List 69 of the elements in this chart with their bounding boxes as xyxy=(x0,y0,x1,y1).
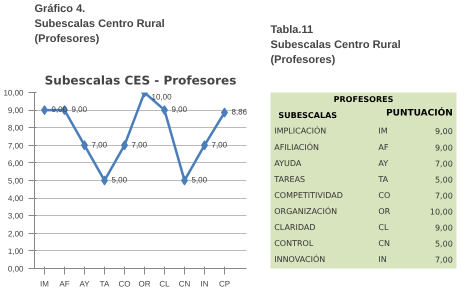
data-label: 7,00 xyxy=(92,140,108,150)
y-tick-label: 0,00 xyxy=(8,264,24,274)
data-label: 9,00 xyxy=(172,105,188,114)
text: (Profesores) xyxy=(34,33,100,45)
text: AFILIACIÓN xyxy=(274,142,320,152)
x-tick-label: IM xyxy=(40,280,50,288)
x-tick-label: IN xyxy=(200,280,209,288)
point xyxy=(101,176,108,186)
text: TAREAS xyxy=(273,174,306,184)
y-tick-label: 8,00 xyxy=(8,124,24,133)
text: (Profesores) xyxy=(270,54,336,66)
x-tick-label: OR xyxy=(138,280,151,288)
text: Tabla.11 xyxy=(270,24,314,36)
data-label: 5,00 xyxy=(192,176,208,184)
text: CL xyxy=(378,223,389,232)
y-tick-label: 10,00 xyxy=(3,88,24,98)
text: PROFESORES xyxy=(334,95,394,104)
y-tick-label: 2,00 xyxy=(8,229,24,238)
text: PUNTUACIÓN xyxy=(386,106,453,119)
x-tick-label: CP xyxy=(218,280,230,288)
x-tick-label: AF xyxy=(59,280,70,288)
text: IMPLICACIÓN xyxy=(274,126,326,136)
x-tick-label: CO xyxy=(118,280,130,288)
y-tick-label: 5,00 xyxy=(8,176,24,186)
data-label: 7,00 xyxy=(132,140,148,150)
text: CO xyxy=(378,190,390,200)
data-label: 10,00 xyxy=(152,92,172,102)
x-tick-label: CN xyxy=(178,280,190,288)
data-label: 9,00 xyxy=(72,105,88,114)
text: 5,00 xyxy=(434,175,453,184)
text: CONTROL xyxy=(274,239,314,248)
text: Gráfico 4. xyxy=(34,3,86,15)
x-tick-label: CL xyxy=(159,280,170,288)
y-tick-label: 1,00 xyxy=(8,246,24,256)
text: 7,00 xyxy=(434,256,453,265)
text: ORGANIZACIÓN xyxy=(274,206,338,216)
text: TA xyxy=(377,174,389,184)
text: CLARIDAD xyxy=(274,223,316,232)
y-tick-label: 3,00 xyxy=(8,212,24,221)
text: AYUDA xyxy=(274,158,302,168)
y-tick-label: 7,00 xyxy=(8,141,24,150)
text: Subescalas Centro Rural xyxy=(270,39,401,51)
text: CN xyxy=(378,239,390,248)
text: OR xyxy=(378,207,391,216)
text: COMPETITIVIDAD xyxy=(274,190,343,200)
text: AY xyxy=(378,158,388,168)
text: 7,00 xyxy=(434,191,453,200)
data-label: 5,00 xyxy=(112,176,128,184)
text: AF xyxy=(378,142,389,152)
text: 7,00 xyxy=(434,159,453,168)
data-label: 7,00 xyxy=(212,140,228,150)
y-tick-label: 9,00 xyxy=(8,106,24,116)
x-tick-label: AY xyxy=(79,280,90,288)
text: Subescalas Centro Rural xyxy=(34,18,165,30)
y-tick-label: 4,00 xyxy=(8,194,24,204)
text: IN xyxy=(378,255,387,264)
text: 10,00 xyxy=(430,208,453,217)
text: SUBESCALAS xyxy=(278,110,338,120)
x-tick-label: TA xyxy=(100,280,110,288)
data-label: 8,86 xyxy=(232,108,248,117)
text: INNOVACIÓN xyxy=(274,254,326,264)
text: 9,00 xyxy=(434,143,453,152)
text: 5,00 xyxy=(434,240,453,249)
text: 9,00 xyxy=(434,224,453,233)
y-tick-label: 6,00 xyxy=(8,158,24,168)
text: 9,00 xyxy=(434,127,453,136)
point xyxy=(181,176,188,186)
text: IM xyxy=(378,126,388,136)
chart-title: Subescalas CES - Profesores xyxy=(44,74,236,88)
